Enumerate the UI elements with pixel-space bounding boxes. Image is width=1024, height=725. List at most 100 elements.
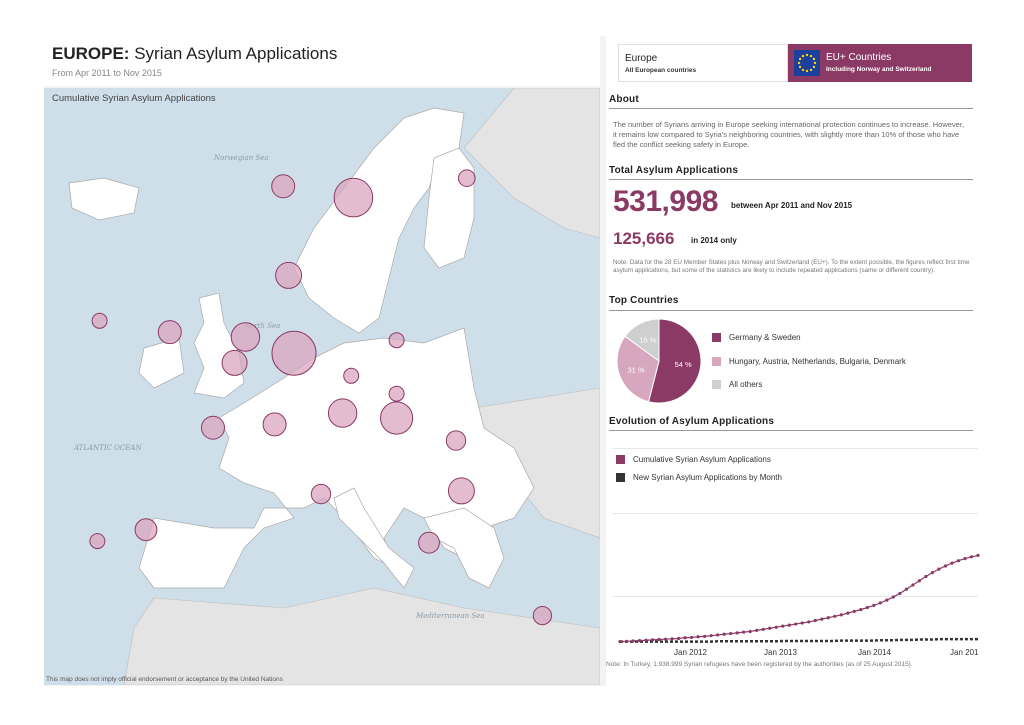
region-eu-button[interactable]: EU+ Countries Including Norway and Switz…: [788, 44, 972, 82]
cumulative-point[interactable]: [976, 553, 980, 558]
cumulative-point[interactable]: [657, 637, 661, 642]
cumulative-point[interactable]: [742, 630, 746, 634]
bubble-romania[interactable]: [445, 430, 467, 451]
cumulative-point[interactable]: [722, 632, 726, 636]
pie-slice[interactable]: [616, 335, 660, 403]
cumulative-point[interactable]: [676, 636, 681, 641]
pie-slice[interactable]: [647, 318, 702, 404]
region-eu-title: EU+ Countries: [826, 52, 892, 63]
bubble-finland[interactable]: [458, 169, 476, 187]
bubble-hungary[interactable]: [380, 401, 414, 435]
bubble-germany[interactable]: [271, 330, 317, 376]
evo-legend-cumulative[interactable]: Cumulative Syrian Asylum Applications: [616, 455, 771, 464]
bubble-czech-republic[interactable]: [343, 367, 360, 384]
cumulative-point[interactable]: [898, 591, 902, 596]
legend-label: New Syrian Asylum Applications by Month: [633, 473, 782, 482]
cumulative-point[interactable]: [911, 583, 915, 587]
legend-swatch: [616, 473, 625, 482]
cumulative-point[interactable]: [735, 631, 739, 635]
cumulative-point[interactable]: [878, 601, 882, 605]
legend-label: Germany & Sweden: [729, 333, 801, 342]
cumulative-point[interactable]: [950, 561, 954, 565]
cumulative-point[interactable]: [644, 638, 648, 642]
cumulative-point[interactable]: [807, 620, 811, 624]
cumulative-point[interactable]: [943, 564, 948, 568]
bubble-austria[interactable]: [327, 398, 358, 428]
europe-map[interactable]: Norwegian Sea North Sea ATLANTIC OCEAN M…: [44, 88, 600, 685]
pie-legend-item: Hungary, Austria, Netherlands, Bulgaria,…: [712, 357, 906, 366]
cumulative-point[interactable]: [820, 617, 824, 621]
bubble-greece[interactable]: [418, 531, 440, 554]
cumulative-point[interactable]: [624, 639, 629, 643]
cumulative-point[interactable]: [800, 621, 804, 625]
cumulative-point[interactable]: [631, 639, 635, 643]
cumulative-point[interactable]: [618, 640, 622, 644]
bubble-italy[interactable]: [310, 483, 332, 505]
pie-slice-label: 54 %: [675, 360, 692, 369]
bubble-netherlands[interactable]: [230, 322, 261, 352]
cumulative-series-line: [619, 554, 979, 643]
cumulative-point[interactable]: [865, 605, 869, 610]
bubble-cyprus[interactable]: [532, 606, 552, 626]
cumulative-point[interactable]: [716, 633, 720, 637]
bubble-spain[interactable]: [134, 518, 158, 542]
cumulative-point[interactable]: [690, 635, 694, 640]
bubble-sweden[interactable]: [333, 177, 374, 218]
cumulative-point[interactable]: [956, 559, 961, 563]
cumulative-point[interactable]: [839, 613, 843, 617]
cumulative-point[interactable]: [930, 571, 935, 575]
bubble-poland[interactable]: [388, 332, 405, 349]
cumulative-point[interactable]: [755, 628, 759, 632]
cumulative-point[interactable]: [709, 634, 713, 638]
bubble-norway[interactable]: [271, 174, 296, 199]
pie-slice[interactable]: [624, 318, 660, 362]
bubble-portugal[interactable]: [89, 533, 106, 550]
bubble-ireland[interactable]: [91, 312, 108, 329]
about-text: The number of Syrians arriving in Europe…: [613, 120, 965, 149]
cumulative-point[interactable]: [826, 616, 830, 620]
cumulative-point[interactable]: [748, 629, 752, 634]
legend-swatch: [616, 455, 625, 464]
bubble-switzerland[interactable]: [262, 412, 287, 437]
cumulative-point[interactable]: [917, 579, 922, 583]
cumulative-point[interactable]: [794, 622, 798, 626]
cumulative-point[interactable]: [859, 608, 863, 612]
cumulative-point[interactable]: [924, 574, 928, 579]
cumulative-point[interactable]: [904, 587, 908, 591]
cumulative-point[interactable]: [670, 637, 674, 641]
region-europe-button[interactable]: Europe All European countries: [618, 44, 788, 82]
cumulative-point[interactable]: [937, 567, 941, 571]
grid-line: [612, 596, 978, 597]
cumulative-point[interactable]: [885, 598, 889, 602]
flag-star: [809, 54, 813, 58]
cumulative-point[interactable]: [637, 638, 642, 643]
cumulative-point[interactable]: [768, 626, 772, 630]
totals-rule: [609, 179, 973, 180]
cumulative-point[interactable]: [703, 634, 707, 638]
cumulative-point[interactable]: [787, 623, 791, 627]
cumulative-point[interactable]: [696, 635, 700, 639]
evo-legend-monthly[interactable]: New Syrian Asylum Applications by Month: [616, 473, 782, 482]
bubble-slovakia[interactable]: [388, 385, 405, 402]
cumulative-point[interactable]: [781, 624, 785, 628]
cumulative-point[interactable]: [872, 603, 876, 607]
bubble-bulgaria[interactable]: [447, 477, 475, 505]
cumulative-point[interactable]: [833, 614, 837, 618]
cumulative-point[interactable]: [846, 611, 850, 615]
cumulative-point[interactable]: [969, 555, 974, 559]
bubble-belgium[interactable]: [221, 349, 248, 376]
cumulative-point[interactable]: [891, 595, 895, 599]
cumulative-point[interactable]: [650, 638, 655, 642]
cumulative-point[interactable]: [761, 627, 765, 631]
cumulative-point[interactable]: [963, 556, 967, 561]
cumulative-point[interactable]: [729, 631, 733, 636]
flag-star: [801, 68, 805, 72]
cumulative-point[interactable]: [663, 637, 668, 641]
cumulative-point[interactable]: [813, 618, 817, 623]
bubble-united-kingdom[interactable]: [157, 320, 182, 345]
cumulative-point[interactable]: [774, 625, 778, 629]
cumulative-point[interactable]: [852, 609, 856, 613]
bubble-france[interactable]: [201, 415, 225, 440]
bubble-denmark[interactable]: [275, 261, 303, 289]
cumulative-point[interactable]: [683, 636, 687, 640]
